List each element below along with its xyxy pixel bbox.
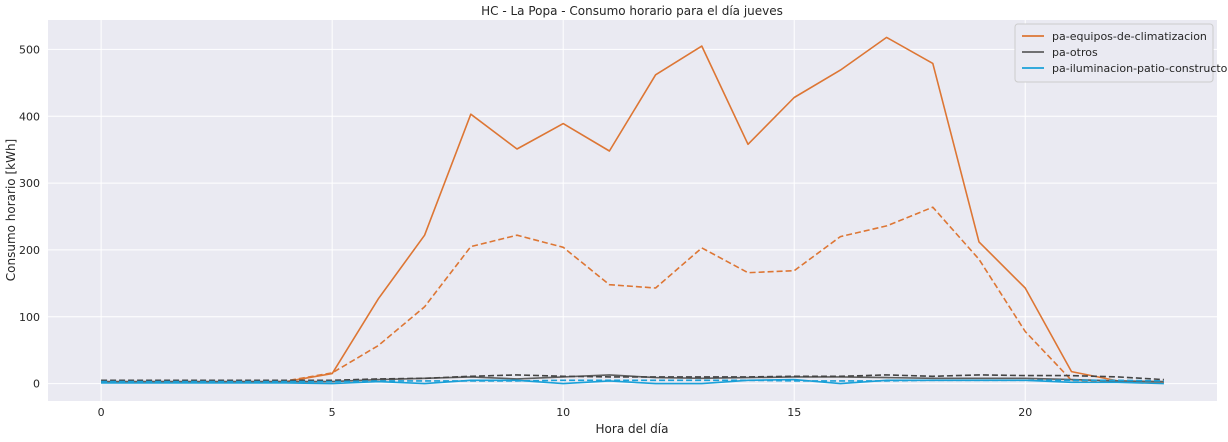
legend-label-0: pa-equipos-de-climatizacion <box>1052 30 1207 43</box>
x-tick-label: 10 <box>556 406 570 419</box>
y-axis-title: Consumo horario [kWh] <box>4 139 18 281</box>
y-tick-label: 400 <box>19 110 40 123</box>
x-tick-label: 5 <box>329 406 336 419</box>
series-line-3-dashed <box>101 374 1164 382</box>
x-tick-label: 20 <box>1018 406 1032 419</box>
legend-label-2: pa-otros <box>1052 46 1098 59</box>
y-tick-label: 100 <box>19 311 40 324</box>
y-tick-label: 500 <box>19 43 40 56</box>
y-tick-label: 0 <box>33 378 40 391</box>
plot-background <box>48 20 1217 401</box>
series-lines <box>101 36 1164 385</box>
legend-label-4: pa-iluminacion-patio-constructor <box>1052 62 1228 75</box>
x-tick-label: 15 <box>787 406 801 419</box>
legend-box <box>1014 23 1214 83</box>
series-line-1-dashed <box>101 206 1164 384</box>
x-tick-labels: 0 5 10 15 20 <box>98 406 1033 419</box>
series-line-5-dashed <box>101 379 1164 383</box>
x-axis-title: Hora del día <box>596 422 669 436</box>
y-tick-labels: 0 100 200 300 400 500 <box>19 43 40 390</box>
y-tick-label: 300 <box>19 177 40 190</box>
y-tick-label: 200 <box>19 244 40 257</box>
legend: pa-equipos-de-climatizacion pa-otros pa-il… <box>1014 23 1228 83</box>
chart-title: HC - La Popa - Consumo horario para el d… <box>481 4 783 18</box>
x-tick-label: 0 <box>98 406 105 419</box>
